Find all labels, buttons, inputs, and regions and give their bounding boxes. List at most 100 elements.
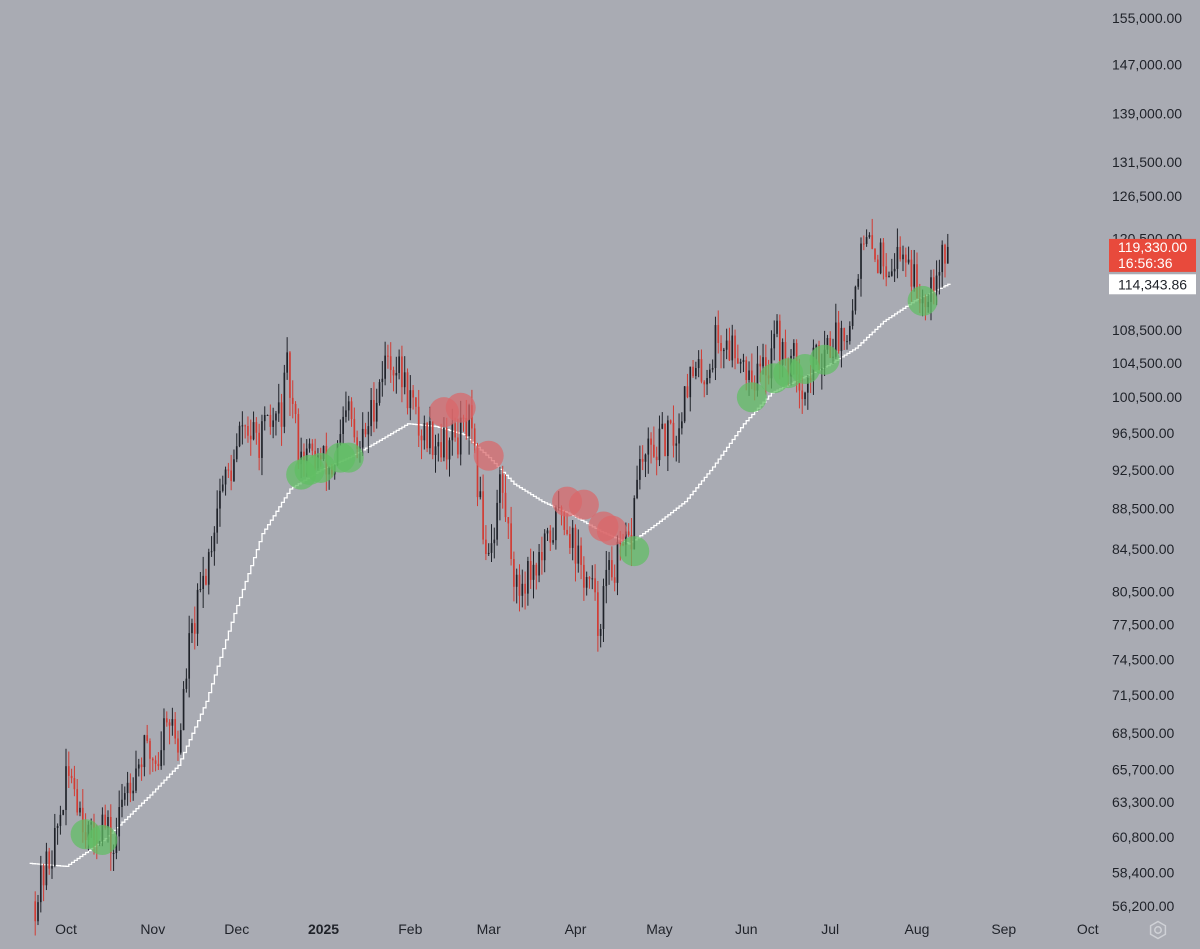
candle-body <box>580 545 582 565</box>
candle-body <box>378 382 381 403</box>
x-axis-tick-label: Apr <box>565 921 587 937</box>
candle-body <box>605 569 608 587</box>
candle-body <box>210 551 213 553</box>
candle-body <box>837 322 840 352</box>
candle-body <box>571 527 574 548</box>
candle-body <box>154 760 157 764</box>
candle-body <box>151 758 154 761</box>
candle-body <box>459 417 462 455</box>
candle-body <box>762 357 764 367</box>
candle-body <box>230 470 233 481</box>
candle-body <box>848 325 851 342</box>
candle-body <box>697 359 700 369</box>
candle-body <box>213 532 216 552</box>
y-axis-tick-label: 84,500.00 <box>1112 541 1174 557</box>
candle-body <box>375 402 378 422</box>
candle-body <box>342 416 344 435</box>
candle-body <box>51 865 53 869</box>
candle-body <box>723 349 725 352</box>
support-touch-marker <box>333 442 364 473</box>
candle-body <box>703 381 706 385</box>
candle-body <box>490 543 493 553</box>
candle-body <box>594 578 596 593</box>
candle-body <box>585 577 588 588</box>
candle-body <box>938 272 941 276</box>
candle-body <box>143 735 146 768</box>
x-axis-tick-label: Oct <box>55 921 77 937</box>
candle-body <box>647 438 650 455</box>
candle-body <box>546 530 549 534</box>
candle-body <box>725 340 728 350</box>
candle-body <box>778 320 781 365</box>
candle-body <box>868 235 871 238</box>
candle-body <box>157 763 160 767</box>
candle-body <box>485 539 487 554</box>
y-axis-tick-label: 63,300.00 <box>1112 794 1174 810</box>
candle-body <box>728 340 731 361</box>
candle-body <box>806 377 809 393</box>
candle-body <box>748 370 750 380</box>
candle-body <box>644 454 647 462</box>
candle-body <box>53 828 56 866</box>
candle-body <box>149 740 151 759</box>
support-touch-marker <box>87 825 118 856</box>
candle-body <box>409 390 412 409</box>
y-axis-tick-label: 100,500.00 <box>1112 389 1182 405</box>
candle-body <box>305 448 308 462</box>
candle-body <box>935 275 938 292</box>
candle-body <box>507 517 510 524</box>
candle-body <box>667 420 669 457</box>
candle-body <box>345 410 347 417</box>
y-axis-tick-label: 126,500.00 <box>1112 188 1182 204</box>
candle-body <box>112 852 115 854</box>
candle-body <box>826 338 829 350</box>
candle-body <box>353 419 356 438</box>
candle-body <box>364 428 367 435</box>
candle-body <box>448 440 451 460</box>
candle-body <box>185 678 188 689</box>
candle-body <box>289 352 291 398</box>
candle-body <box>420 435 423 441</box>
last-price-label: 119,330.00 <box>1118 239 1187 255</box>
candle-body <box>137 764 140 769</box>
candle-body <box>426 423 428 449</box>
candle-body <box>902 254 904 260</box>
y-axis-tick-label: 77,500.00 <box>1112 617 1174 633</box>
candle-body <box>840 327 843 352</box>
candle-body <box>583 564 585 588</box>
candle-body <box>804 392 806 400</box>
candle-body <box>496 502 498 540</box>
candle-body <box>370 399 372 427</box>
candle-body <box>907 259 910 263</box>
candle-body <box>876 259 879 274</box>
candle-body <box>896 246 899 269</box>
candle-body <box>639 458 641 480</box>
chart-settings-button[interactable] <box>1146 918 1170 942</box>
y-axis-tick-label: 58,400.00 <box>1112 864 1174 880</box>
candle-body <box>443 427 445 458</box>
candle-body <box>843 327 846 342</box>
candle-body <box>711 368 714 370</box>
candle-body <box>770 348 773 379</box>
candle-body <box>784 342 787 359</box>
candle-body <box>854 286 857 311</box>
candle-body <box>283 372 286 427</box>
candle-body <box>205 575 207 585</box>
y-axis-tick-label: 60,800.00 <box>1112 829 1174 845</box>
candle-body <box>781 342 784 365</box>
candle-body <box>132 790 135 794</box>
candle-body <box>686 386 689 398</box>
support-touch-marker <box>809 344 840 375</box>
candle-body <box>468 405 470 437</box>
candle-body <box>227 469 230 471</box>
candle-body <box>834 322 837 357</box>
candle-body <box>683 386 686 422</box>
candle-body <box>56 825 59 829</box>
x-axis-tick-label: Oct <box>1077 921 1099 937</box>
candle-body <box>482 491 484 540</box>
candle-body <box>714 325 717 369</box>
candle-body <box>661 423 664 429</box>
candle-body <box>709 369 711 379</box>
